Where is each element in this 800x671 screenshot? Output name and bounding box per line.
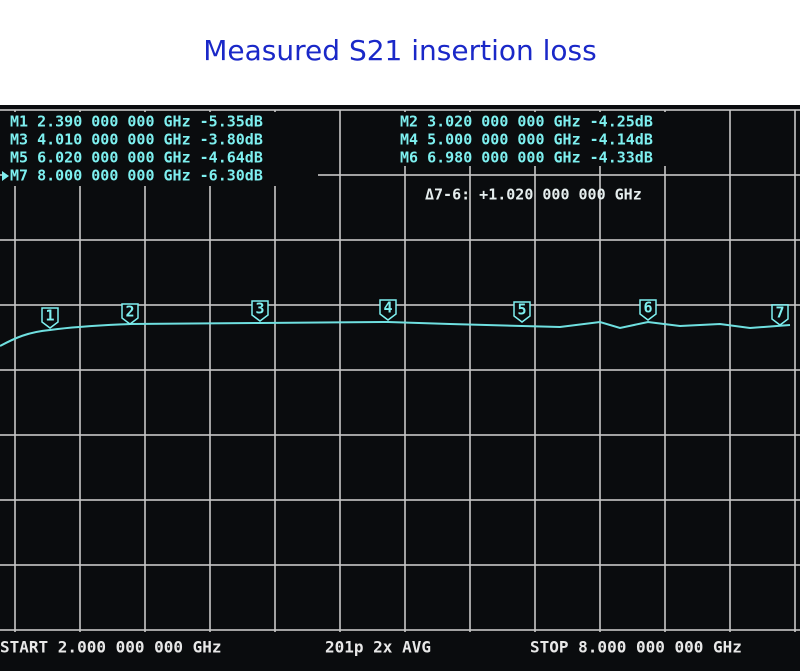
readout-bg: [396, 112, 708, 166]
trace: [0, 320, 791, 347]
marker-flag: [379, 299, 397, 321]
readout: M2 3.020 000 000 GHz -4.25dB: [400, 113, 653, 131]
readout: M7 8.000 000 000 GHz -6.30dB: [10, 167, 263, 185]
active-arrow: [2, 171, 9, 181]
footer-info: 201p 2x AVG: [325, 638, 431, 657]
title-band: [0, 0, 800, 105]
marker-label: 1: [45, 307, 54, 325]
marker-flag: [513, 301, 531, 323]
title: Measured S21 insertion loss: [203, 34, 596, 67]
delta-readout: Δ7-6: +1.020 000 000 GHz: [425, 186, 642, 204]
marker-flag: [771, 304, 789, 326]
readout: M6 6.980 000 000 GHz -4.33dB: [400, 149, 653, 167]
marker-label: 2: [125, 303, 134, 321]
readout: M4 5.000 000 000 GHz -4.14dB: [400, 131, 653, 149]
screen: [0, 105, 800, 671]
marker-flag: [121, 303, 139, 325]
marker-label: 5: [517, 301, 526, 319]
marker-flag: [41, 307, 59, 329]
readout: M3 4.010 000 000 GHz -3.80dB: [10, 131, 263, 149]
marker-flag: [251, 300, 269, 322]
grid: [0, 109, 800, 632]
footer-stop: STOP 8.000 000 000 GHz: [530, 638, 742, 657]
marker-label: 3: [255, 300, 264, 318]
marker-label: 7: [775, 304, 784, 322]
readout-bg: [4, 112, 318, 186]
footer-start: START 2.000 000 000 GHz: [0, 638, 222, 657]
marker-flag: [639, 299, 657, 321]
marker-label: 6: [643, 299, 652, 317]
readout: M1 2.390 000 000 GHz -5.35dB: [10, 113, 263, 131]
markers: 1 2 3 4 5 6 7: [41, 299, 789, 329]
marker-label: 4: [383, 299, 392, 317]
readout: M5 6.020 000 000 GHz -4.64dB: [10, 149, 263, 167]
